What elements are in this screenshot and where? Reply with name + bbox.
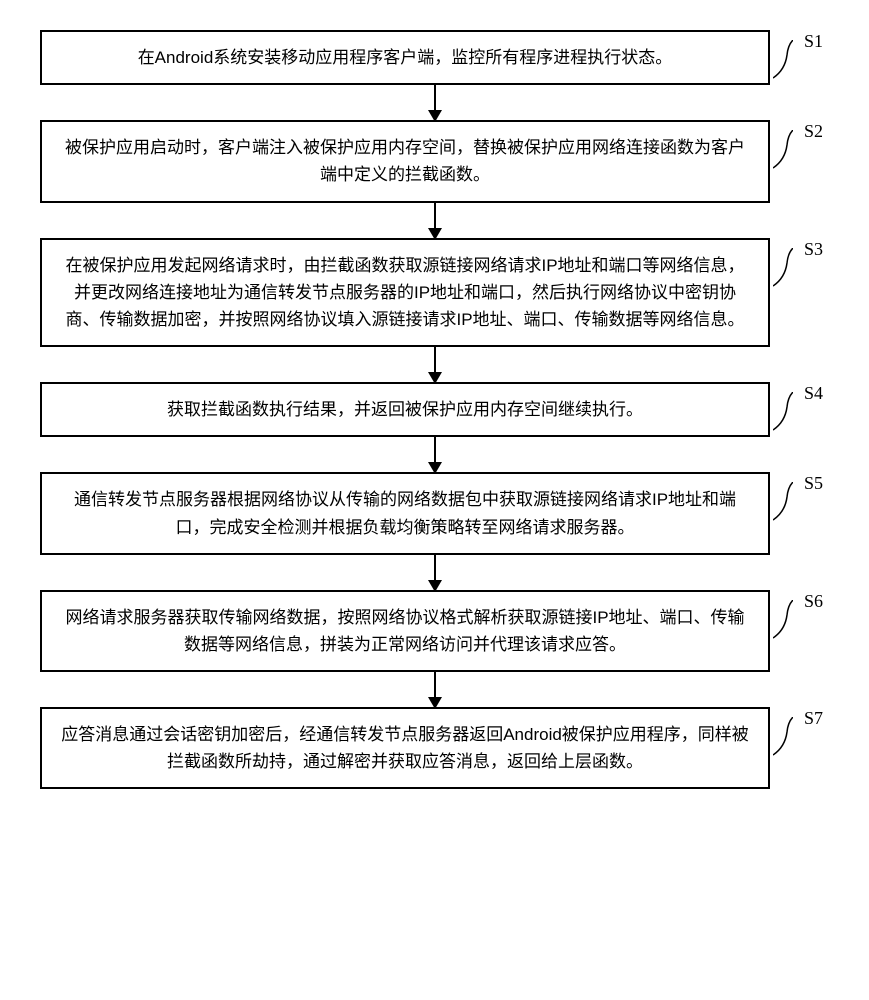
label-curve-icon [773,130,793,170]
step-box-1: 在Android系统安装移动应用程序客户端，监控所有程序进程执行状态。S1 [40,30,770,85]
step-box-4: 获取拦截函数执行结果，并返回被保护应用内存空间继续执行。S4 [40,382,770,437]
step-text-4: 获取拦截函数执行结果，并返回被保护应用内存空间继续执行。 [60,396,750,423]
label-curve-icon [773,482,793,522]
step-label-4: S4 [804,379,823,408]
flowchart-container: 在Android系统安装移动应用程序客户端，监控所有程序进程执行状态。 S1 被保护… [40,30,829,789]
label-curve-icon [773,717,793,757]
step-text-7: 应答消息通过会话密钥加密后，经通信转发节点服务器返回Android被保护应用程序… [60,721,750,775]
step-container-5: 通信转发节点服务器根据网络协议从传输的网络数据包中获取源链接网络请求IP地址和端… [40,472,829,554]
label-curve-icon [773,40,793,80]
step-container-1: 在Android系统安装移动应用程序客户端，监控所有程序进程执行状态。 S1 [40,30,829,85]
arrow-2 [434,203,436,238]
step-label-3: S3 [804,235,823,264]
step-label-5: S5 [804,469,823,498]
step-container-7: 应答消息通过会话密钥加密后，经通信转发节点服务器返回Android被保护应用程序… [40,707,829,789]
step-container-3: 在被保护应用发起网络请求时，由拦截函数获取源链接网络请求IP地址和端口等网络信息… [40,238,829,348]
step-box-6: 网络请求服务器获取传输网络数据，按照网络协议格式解析获取源链接IP地址、端口、传… [40,590,770,672]
arrow-5 [434,555,436,590]
step-label-2: S2 [804,117,823,146]
step-box-3: 在被保护应用发起网络请求时，由拦截函数获取源链接网络请求IP地址和端口等网络信息… [40,238,770,348]
step-text-6: 网络请求服务器获取传输网络数据，按照网络协议格式解析获取源链接IP地址、端口、传… [60,604,750,658]
arrow-6 [434,672,436,707]
step-label-1: S1 [804,27,823,56]
label-curve-icon [773,248,793,288]
step-text-5: 通信转发节点服务器根据网络协议从传输的网络数据包中获取源链接网络请求IP地址和端… [60,486,750,540]
step-box-5: 通信转发节点服务器根据网络协议从传输的网络数据包中获取源链接网络请求IP地址和端… [40,472,770,554]
step-container-2: 被保护应用启动时，客户端注入被保护应用内存空间，替换被保护应用网络连接函数为客户… [40,120,829,202]
step-container-4: 获取拦截函数执行结果，并返回被保护应用内存空间继续执行。 S4 [40,382,829,437]
label-curve-icon [773,392,793,432]
step-text-1: 在Android系统安装移动应用程序客户端，监控所有程序进程执行状态。 [60,44,750,71]
step-container-6: 网络请求服务器获取传输网络数据，按照网络协议格式解析获取源链接IP地址、端口、传… [40,590,829,672]
step-box-2: 被保护应用启动时，客户端注入被保护应用内存空间，替换被保护应用网络连接函数为客户… [40,120,770,202]
step-label-6: S6 [804,587,823,616]
step-text-3: 在被保护应用发起网络请求时，由拦截函数获取源链接网络请求IP地址和端口等网络信息… [60,252,750,334]
step-text-2: 被保护应用启动时，客户端注入被保护应用内存空间，替换被保护应用网络连接函数为客户… [60,134,750,188]
arrow-3 [434,347,436,382]
arrow-4 [434,437,436,472]
step-label-7: S7 [804,704,823,733]
arrow-1 [434,85,436,120]
label-curve-icon [773,600,793,640]
step-box-7: 应答消息通过会话密钥加密后，经通信转发节点服务器返回Android被保护应用程序… [40,707,770,789]
